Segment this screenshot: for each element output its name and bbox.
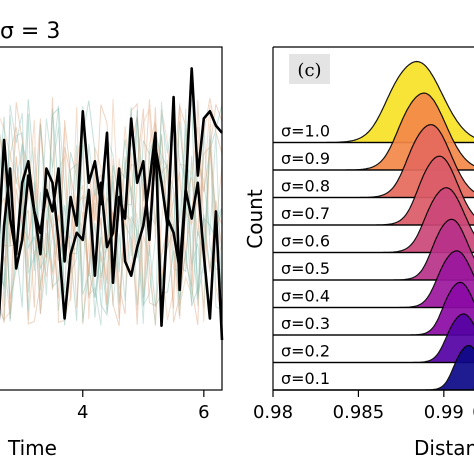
ridge-label: σ=0.4: [281, 287, 330, 306]
ridge-label: σ=0.8: [281, 177, 330, 196]
noise-trace: [0, 105, 223, 321]
x-tick-label: 0.99: [424, 402, 464, 423]
right-y-axis-label: Count: [243, 189, 267, 249]
series-lines: [0, 67, 224, 341]
ridgeline-series: [273, 60, 474, 391]
right-panel: (c) σ=1.0σ=0.9σ=0.8σ=0.7σ=0.6σ=0.5σ=0.4σ…: [243, 46, 474, 460]
ridge-label: σ=0.9: [281, 149, 330, 168]
left-panel-title: σ = 3: [0, 19, 60, 44]
x-tick-label: 0: [472, 402, 474, 423]
ridge-label: σ=0.5: [281, 259, 330, 278]
noise-trace: [0, 112, 223, 326]
ridge-label: σ=0.7: [281, 204, 330, 223]
x-tick-label: 6: [198, 402, 209, 423]
ridge-label: σ=0.6: [281, 232, 330, 251]
noise-trace: [0, 97, 223, 325]
ridge-label: σ=0.2: [281, 342, 330, 361]
right-x-axis-label: Distan: [414, 436, 474, 460]
ridge-label: σ=1.0: [281, 122, 330, 141]
noise-trace: [0, 104, 223, 317]
noise-trace: [0, 105, 223, 308]
panel-label: (c): [297, 60, 321, 81]
x-tick-label: 0.98: [253, 402, 293, 423]
left-plot-frame: [0, 46, 223, 391]
series-line-2: [0, 131, 224, 341]
ridge-labels: σ=1.0 σ=0.9 σ=0.8 σ=0.7 σ=0.6 σ=0.5 σ=0.4 σ=0.3…: [281, 122, 330, 389]
x-tick-label: 0.985: [333, 402, 385, 423]
left-x-axis-label: Time: [7, 436, 57, 460]
ridge-label: σ=0.1: [281, 369, 330, 388]
panel-label-box: [289, 54, 330, 84]
noise-trace: [0, 108, 223, 323]
x-tick-label: 4: [77, 402, 88, 423]
ridge-label: σ=0.3: [281, 314, 330, 333]
right-x-ticks: 0.98 0.985 0.99 0: [253, 390, 474, 423]
